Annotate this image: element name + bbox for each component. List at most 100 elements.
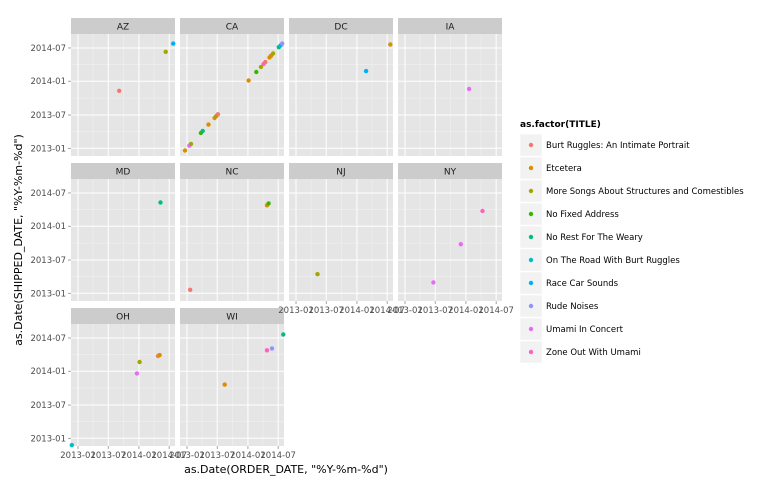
y-tick-label: 2014-01 — [30, 77, 66, 87]
panel-background — [289, 179, 393, 301]
facet-panel-nj: NJ — [289, 163, 393, 301]
legend-label: Race Car Sounds — [546, 279, 619, 289]
legend-key-point — [528, 349, 534, 355]
x-axis-title: as.Date(ORDER_DATE, "%Y-%m-%d") — [184, 463, 388, 476]
facet-strip — [180, 163, 284, 179]
data-point — [188, 287, 193, 292]
data-point — [270, 51, 276, 56]
y-axis-title: as.Date(SHIPPED_DATE, "%Y-%m-%d") — [12, 134, 25, 346]
data-point — [163, 49, 168, 54]
x-tick-label: 2013-01 — [387, 306, 423, 316]
y-tick-label: 2014-01 — [30, 367, 66, 377]
facet-strip-label: MD — [116, 168, 131, 178]
legend-label: Etcetera — [546, 164, 582, 174]
facet-panel-ny: NY — [398, 163, 502, 301]
data-point — [263, 59, 268, 65]
data-point — [117, 88, 122, 94]
panel-background — [180, 34, 284, 156]
facet-strip — [71, 18, 175, 34]
legend-item: On The Road With Burt Ruggles — [519, 248, 680, 272]
facet-strip-label: CA — [226, 23, 239, 33]
facet-panel-nc: NC — [180, 163, 284, 301]
data-point — [480, 208, 485, 214]
x-tick-label: 2014-07 — [369, 306, 405, 316]
facet-strip — [398, 18, 502, 34]
panel-background — [71, 34, 175, 156]
facet-panel-ca: CA — [180, 18, 285, 156]
data-point — [200, 128, 205, 134]
x-tick-label: 2014-07 — [151, 451, 187, 461]
x-tick-label: 2014-07 — [260, 451, 296, 461]
y-tick-label: 2014-01 — [30, 222, 66, 232]
panel-background — [398, 34, 502, 156]
facet-strip-label: IA — [446, 23, 456, 33]
legend: as.factor(TITLE) Burt Ruggles: An Intimat… — [519, 120, 744, 364]
x-tick-label: 2013-07 — [417, 306, 453, 316]
legend-key-point — [528, 188, 534, 194]
data-point — [188, 141, 194, 147]
data-point — [137, 359, 142, 365]
facet-panel-oh: OH 2013-01 2013-07 2014-01 2014-07 — [30, 308, 175, 448]
x-tick-label: 2014-01 — [448, 306, 484, 316]
legend-key-point — [528, 234, 534, 240]
data-point — [315, 272, 320, 277]
data-point — [134, 371, 140, 376]
x-tick-label: 2013-01 — [278, 306, 314, 316]
legend-key-point — [528, 211, 534, 217]
legend-label: Zone Out With Umami — [546, 348, 641, 358]
legend-key-point — [528, 142, 534, 148]
facet-strip — [180, 18, 284, 34]
panel-background — [71, 179, 175, 301]
x-tick-label: 2014-01 — [339, 306, 375, 316]
data-point — [215, 112, 221, 117]
legend-item: Umami In Concert — [519, 317, 624, 341]
legend-label: On The Road With Burt Ruggles — [546, 256, 680, 266]
y-tick-label: 2014-07 — [30, 189, 66, 199]
legend-key-point — [528, 165, 534, 171]
data-point — [157, 352, 162, 358]
data-point — [158, 200, 163, 205]
x-tick-label: 2014-01 — [230, 451, 266, 461]
y-tick-label: 2013-01 — [30, 289, 66, 299]
legend-label: More Songs About Structures and Comestib… — [546, 187, 744, 197]
y-tick-label: 2013-07 — [30, 111, 66, 121]
x-tick-label: 2013-07 — [308, 306, 344, 316]
legend-key-point — [528, 303, 534, 309]
legend-item: Zone Out With Umami — [519, 340, 641, 364]
data-point — [388, 42, 393, 47]
facet-panel-az: AZ 2013-01 2013-07 2014-01 2014-07 — [30, 18, 176, 156]
legend-key-point — [528, 257, 534, 263]
data-point — [258, 64, 264, 70]
data-point — [269, 346, 275, 351]
data-point — [466, 86, 472, 92]
facet-strip — [289, 163, 393, 179]
panel-background — [180, 179, 284, 301]
legend-item: Race Car Sounds — [519, 271, 619, 295]
legend-label: No Fixed Address — [546, 210, 619, 220]
facet-strip — [289, 18, 393, 34]
x-tick-label: 2013-07 — [90, 451, 126, 461]
legend-label: Umami In Concert — [546, 325, 624, 335]
x-tick-label: 2013-07 — [199, 451, 235, 461]
data-point — [246, 78, 251, 83]
facet-strip-label: NJ — [336, 168, 345, 178]
data-point — [281, 332, 286, 337]
y-tick-label: 2013-07 — [30, 401, 66, 411]
facet-strip-label: NC — [225, 168, 238, 178]
x-tick-label: 2014-01 — [121, 451, 157, 461]
legend-key-point — [528, 326, 534, 332]
legend-item: Rude Noises — [519, 294, 599, 318]
legend-item: No Fixed Address — [519, 202, 619, 226]
legend-item: No Rest For The Weary — [519, 225, 643, 249]
x-tick-label: 2013-01 — [169, 451, 205, 461]
data-point — [458, 242, 463, 247]
legend-label: Burt Ruggles: An Intimate Portrait — [546, 141, 690, 151]
y-tick-label: 2013-01 — [30, 434, 66, 444]
data-point — [431, 280, 436, 285]
